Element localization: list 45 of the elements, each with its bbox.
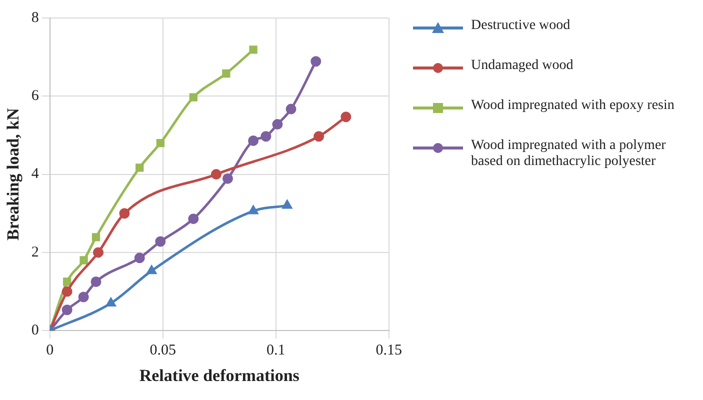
x-axis-title: Relative deformations [139,366,300,386]
point [189,93,198,102]
point [272,119,283,130]
point [136,164,144,172]
legend-label: Wood impregnated with a polymer based on dimethacrylic polyester [471,138,667,170]
point [260,131,272,142]
legend-label: Wood impregnated with epoxy resin [471,98,674,114]
x-tick-label: 0.1 [266,342,286,359]
x-tick-label: 0.05 [150,342,176,359]
point [248,135,259,146]
point [62,286,72,297]
point [248,206,258,214]
point [106,298,116,306]
y-tick-label: 6 [31,88,40,104]
y-tick-label: 0 [31,322,39,339]
point [62,304,72,316]
point [134,252,145,264]
x-tick-label: 0 [46,342,54,359]
point [249,46,258,54]
point [146,266,156,274]
point [210,169,222,180]
y-tick-label: 4 [31,166,40,182]
legend-label: Undamaged wood [471,58,574,74]
y-tick-label: 8 [31,10,39,26]
point [188,214,199,224]
point [156,138,164,148]
point [80,256,88,264]
point [310,56,322,67]
point [282,200,292,209]
point [93,247,104,258]
point [90,276,102,288]
point [340,112,352,122]
point [119,208,130,219]
point [286,104,296,114]
point [314,131,324,142]
point [78,292,89,302]
point [92,233,100,242]
y-axis-title: Breaking load, kN [4,107,23,241]
point [155,236,166,247]
x-tick-label: 0.15 [376,342,402,359]
point [62,278,72,286]
point [222,69,230,78]
y-tick-label: 2 [31,244,39,260]
point [222,173,233,184]
legend-label: Destructive wood [471,18,570,34]
